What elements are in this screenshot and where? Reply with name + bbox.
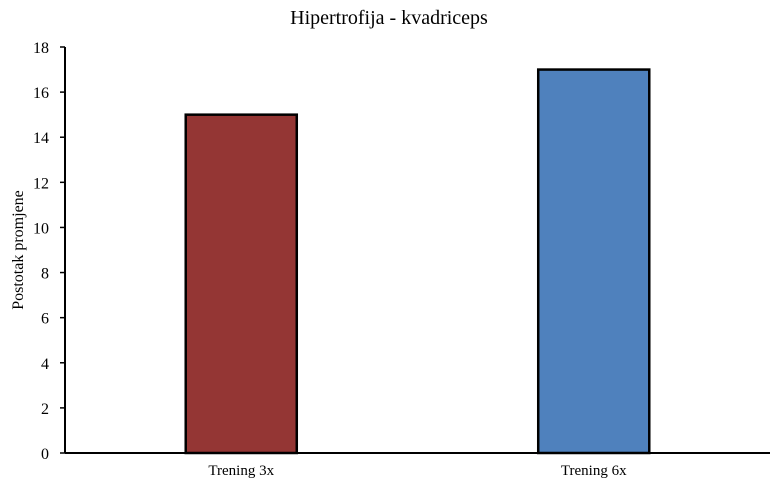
y-tick-label: 12: [33, 175, 49, 192]
y-tick-label: 10: [33, 220, 49, 237]
y-axis-label: Postotak promjene: [10, 190, 27, 310]
y-tick-label: 16: [33, 85, 49, 102]
x-axis-labels: Trening 3x Trening 6x: [208, 463, 627, 479]
y-tick-label: 2: [41, 401, 49, 418]
bars: [184, 68, 651, 455]
chart-title: Hipertrofija - kvadriceps: [290, 7, 488, 29]
y-tick-label: 0: [41, 446, 49, 463]
y-tick-label: 14: [33, 130, 49, 147]
x-category-label: Trening 6x: [561, 463, 627, 479]
y-tick-label: 8: [41, 266, 49, 283]
y-axis-ticks: 0 2 4 6 8 10 12 14 16 18: [33, 40, 65, 463]
y-tick-label: 4: [41, 356, 49, 373]
bar-trening-6x: [536, 68, 651, 455]
bar-trening-3x: [184, 113, 299, 455]
y-tick-label: 6: [41, 311, 49, 328]
x-category-label: Trening 3x: [208, 463, 274, 479]
y-tick-label: 18: [33, 40, 49, 57]
